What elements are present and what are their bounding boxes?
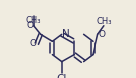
Text: O: O [98,30,105,39]
Text: Cl: Cl [57,74,67,78]
Text: N: N [62,29,70,39]
Text: CH₃: CH₃ [96,17,112,26]
Text: O: O [26,21,33,30]
Text: CH₃: CH₃ [26,16,41,25]
Text: O: O [29,39,36,48]
